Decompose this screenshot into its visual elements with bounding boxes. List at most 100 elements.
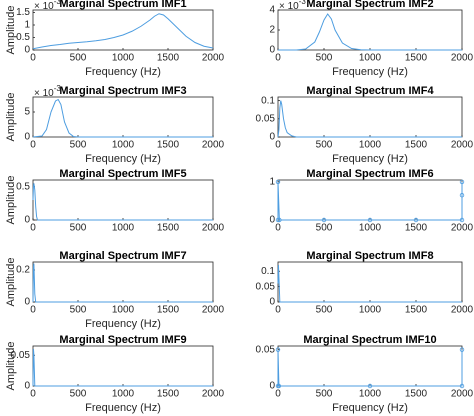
x-tick-label: 0 (275, 389, 281, 400)
y-tick-label: 0.05 (256, 113, 276, 124)
x-tick-label: 500 (70, 223, 87, 234)
x-tick-label: 0 (30, 305, 36, 316)
y-tick-label: 1 (269, 177, 275, 188)
x-tick-label: 1000 (112, 389, 135, 400)
x-tick-label: 0 (275, 140, 281, 151)
chart-title: Marginal Spectrum IMF3 (59, 85, 186, 97)
x-tick-label: 500 (316, 389, 333, 400)
spectrum-line (32, 13, 214, 50)
y-tick-label: 0 (24, 132, 30, 143)
x-tick-label: 1000 (359, 305, 382, 316)
y-axis-label: Amplitude (5, 258, 17, 307)
subplot: Marginal Spectrum IMF9 Frequency (Hz) Ampl… (5, 334, 225, 414)
x-tick-label: 500 (70, 140, 87, 151)
x-tick-label: 500 (316, 53, 333, 64)
x-axis-label: Frequency (Hz) (332, 66, 408, 78)
x-tick-label: 1500 (157, 53, 180, 64)
y-tick-label: 0.2 (16, 265, 30, 276)
subplot: Marginal Spectrum IMF2 Frequency (Hz) × 10… (269, 0, 473, 78)
x-tick-label: 1000 (359, 140, 382, 151)
x-tick-label: 1000 (112, 53, 135, 64)
chart-title: Marginal Spectrum IMF8 (306, 250, 433, 262)
subplot: Marginal Spectrum IMF10 Frequency (Hz) 0 50… (256, 334, 474, 414)
x-tick-label: 1500 (405, 140, 428, 151)
data-marker (276, 383, 282, 389)
chart-title: Marginal Spectrum IMF10 (303, 334, 436, 346)
x-tick-label: 1500 (157, 223, 180, 234)
data-marker (459, 193, 465, 198)
data-marker (367, 217, 373, 223)
x-tick-label: 0 (30, 389, 36, 400)
x-tick-label: 2000 (451, 140, 474, 151)
axes-box (32, 345, 214, 387)
x-tick-label: 500 (316, 223, 333, 234)
y-scale-exponent: -3 (299, 0, 307, 6)
y-scale-base: × 10 (34, 1, 54, 12)
x-axis-label: Frequency (Hz) (85, 318, 161, 330)
data-marker (459, 383, 465, 389)
x-tick-label: 1000 (112, 223, 135, 234)
data-marker (413, 217, 419, 223)
subplot: Marginal Spectrum IMF8 0 500 1000 1500 2000 0 0… (256, 250, 474, 316)
y-axis-label: Amplitude (5, 342, 17, 391)
y-tick-label: 4 (269, 5, 275, 16)
axes-box (32, 261, 214, 303)
x-axis-label: Frequency (Hz) (85, 402, 161, 414)
y-tick-label: 0 (24, 215, 30, 226)
x-tick-label: 2000 (451, 389, 474, 400)
spectrum-line (32, 349, 213, 387)
x-tick-label: 2000 (202, 223, 225, 234)
y-tick-label: 0.1 (261, 266, 275, 277)
spectrum-line (32, 98, 213, 138)
axes-box (277, 96, 463, 138)
x-tick-label: 2000 (451, 223, 474, 234)
spectrum-line (277, 100, 462, 138)
y-tick-label: 0 (269, 297, 275, 308)
x-tick-label: 1000 (359, 53, 382, 64)
spectrum-line (277, 265, 462, 303)
chart-title: Marginal Spectrum IMF7 (59, 250, 186, 262)
y-scale-label: × 10-3 (279, 0, 306, 12)
y-tick-label: 0 (269, 381, 275, 392)
x-tick-label: 1000 (112, 140, 135, 151)
x-tick-label: 2000 (451, 305, 474, 316)
data-marker (321, 217, 327, 223)
y-scale-exponent: -3 (54, 0, 62, 6)
y-tick-label: 0.05 (11, 350, 31, 361)
x-tick-label: 0 (275, 223, 281, 234)
x-tick-label: 0 (275, 305, 281, 316)
x-tick-label: 1500 (405, 223, 428, 234)
x-tick-label: 0 (275, 53, 281, 64)
spectrum-line (277, 181, 463, 221)
y-tick-label: 0 (269, 132, 275, 143)
x-tick-label: 2000 (202, 53, 225, 64)
axes-box (277, 179, 463, 221)
y-axis-label: Amplitude (5, 6, 17, 55)
y-tick-label: 1 (24, 20, 30, 31)
chart-title: Marginal Spectrum IMF4 (306, 85, 434, 97)
spectrum-line (278, 13, 462, 51)
y-axis-label: Amplitude (5, 176, 17, 225)
x-tick-label: 500 (70, 305, 87, 316)
subplot: Marginal Spectrum IMF5 Amplitude 0 500 1000 1… (5, 168, 225, 234)
x-tick-label: 500 (70, 389, 87, 400)
y-scale-base: × 10 (279, 1, 299, 12)
x-tick-label: 1500 (157, 140, 180, 151)
y-tick-label: 0.5 (16, 32, 30, 43)
y-scale-label: × 10-3 (34, 0, 61, 12)
x-axis-label: Frequency (Hz) (85, 66, 161, 78)
subplot: Marginal Spectrum IMF3 Frequency (Hz) Ampl… (5, 84, 225, 165)
data-marker (275, 217, 281, 223)
x-tick-label: 0 (30, 53, 36, 64)
x-tick-label: 2000 (202, 140, 225, 151)
x-tick-label: 0 (30, 140, 36, 151)
spectrum-line (32, 183, 213, 221)
x-tick-label: 1000 (359, 223, 382, 234)
x-tick-label: 1500 (157, 305, 180, 316)
chart-title: Marginal Spectrum IMF6 (306, 168, 433, 180)
x-axis-label: Frequency (Hz) (85, 153, 161, 165)
y-scale-base: × 10 (34, 88, 54, 99)
spectrum-line (32, 263, 213, 303)
axes-box (277, 9, 463, 51)
